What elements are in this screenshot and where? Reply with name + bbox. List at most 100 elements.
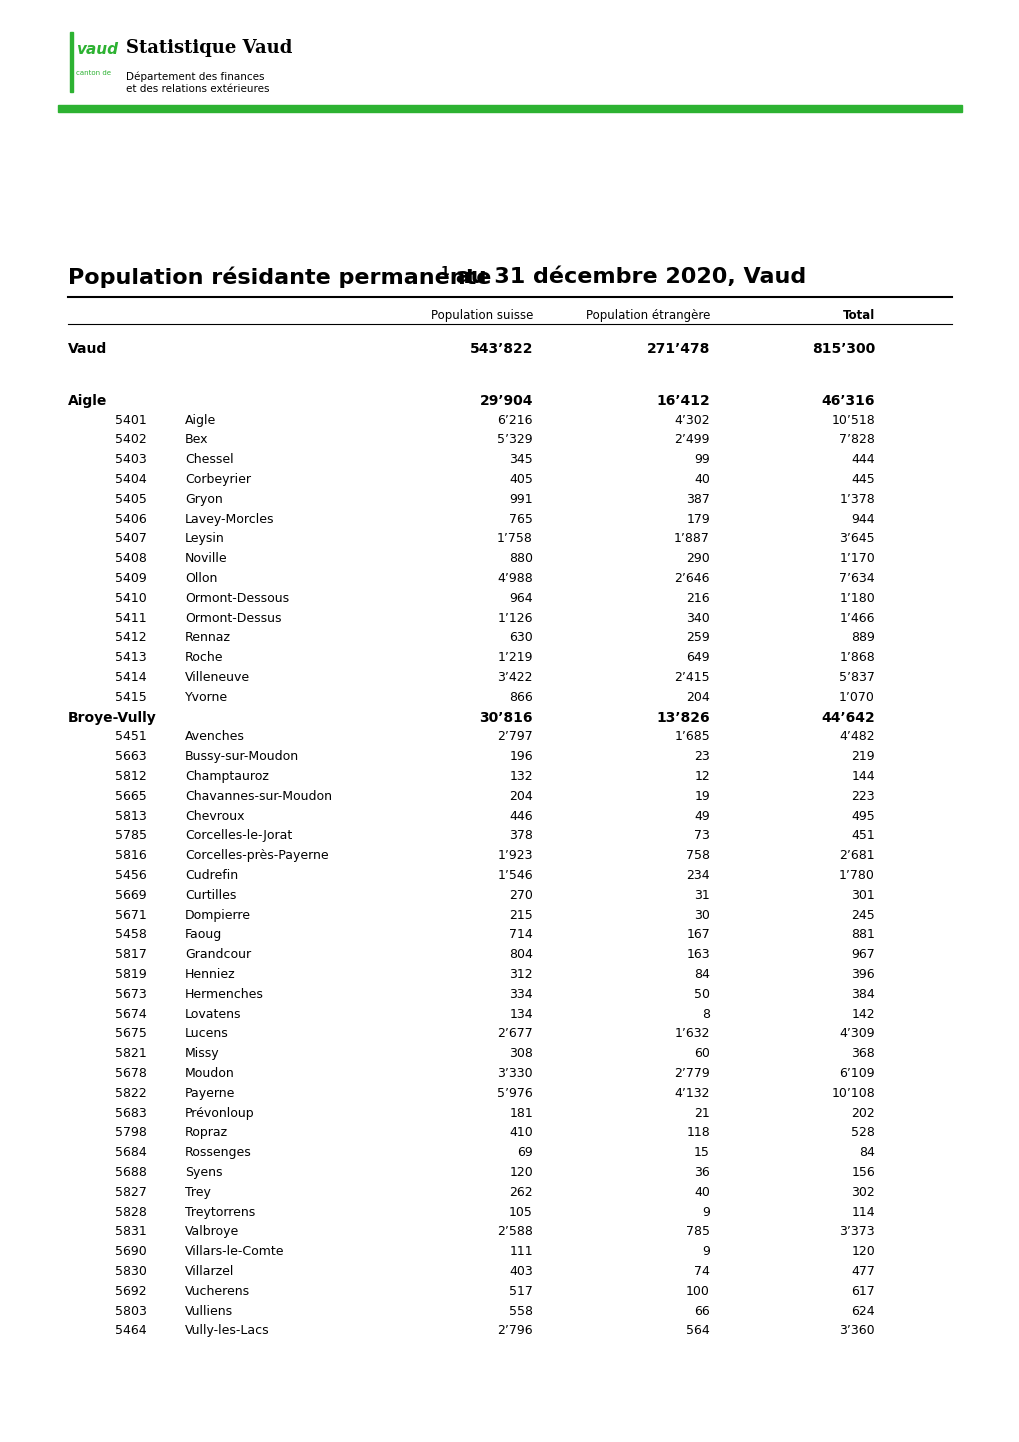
Text: Grandcour: Grandcour	[184, 949, 251, 962]
Text: 2’499: 2’499	[674, 434, 709, 447]
Bar	[58, 105, 961, 112]
Text: 785: 785	[686, 1226, 709, 1239]
Text: 84: 84	[694, 968, 709, 981]
Text: Chavannes-sur-Moudon: Chavannes-sur-Moudon	[184, 790, 331, 803]
Text: 866: 866	[508, 691, 533, 704]
Text: Faoug: Faoug	[184, 929, 222, 942]
Text: 5675: 5675	[115, 1027, 147, 1040]
Text: 1’546: 1’546	[497, 870, 533, 883]
Text: 5669: 5669	[115, 888, 147, 901]
Text: 765: 765	[508, 512, 533, 525]
Text: 66: 66	[694, 1305, 709, 1318]
Text: Corcelles-près-Payerne: Corcelles-près-Payerne	[184, 849, 328, 862]
Text: Total: Total	[842, 309, 874, 322]
Text: 714: 714	[508, 929, 533, 942]
Text: Chessel: Chessel	[184, 453, 233, 466]
Text: 40: 40	[694, 473, 709, 486]
Text: 403: 403	[508, 1265, 533, 1278]
Text: Hermenches: Hermenches	[184, 988, 264, 1001]
Text: 8: 8	[701, 1008, 709, 1021]
Text: 495: 495	[851, 809, 874, 822]
Text: 624: 624	[851, 1305, 874, 1318]
Text: 2’797: 2’797	[497, 731, 533, 744]
Text: 5415: 5415	[115, 691, 147, 704]
Text: 100: 100	[686, 1285, 709, 1298]
Text: Henniez: Henniez	[184, 968, 235, 981]
Text: 5798: 5798	[115, 1126, 147, 1139]
Text: 444: 444	[851, 453, 874, 466]
Text: 881: 881	[850, 929, 874, 942]
Text: 889: 889	[850, 632, 874, 645]
Text: 290: 290	[686, 552, 709, 565]
Text: 73: 73	[694, 829, 709, 842]
Text: Ropraz: Ropraz	[184, 1126, 228, 1139]
Text: 156: 156	[851, 1167, 874, 1180]
Text: 5412: 5412	[115, 632, 147, 645]
Text: Trey: Trey	[184, 1185, 211, 1198]
Text: 5663: 5663	[115, 750, 147, 763]
Text: Syens: Syens	[184, 1167, 222, 1180]
Text: 21: 21	[694, 1106, 709, 1119]
Text: 378: 378	[508, 829, 533, 842]
Text: 5816: 5816	[115, 849, 147, 862]
Text: 649: 649	[686, 652, 709, 665]
Text: 804: 804	[508, 949, 533, 962]
Text: 340: 340	[686, 611, 709, 624]
Text: 564: 564	[686, 1324, 709, 1337]
Text: Avenches: Avenches	[184, 731, 245, 744]
Text: Villarzel: Villarzel	[184, 1265, 234, 1278]
Text: 10’518: 10’518	[830, 414, 874, 427]
Text: 44’642: 44’642	[820, 711, 874, 724]
Text: 5673: 5673	[115, 988, 147, 1001]
Text: et des relations extérieures: et des relations extérieures	[126, 84, 269, 94]
Text: 9: 9	[701, 1246, 709, 1259]
Text: 5408: 5408	[115, 552, 147, 565]
Text: 31: 31	[694, 888, 709, 901]
Text: 69: 69	[517, 1146, 533, 1159]
Text: Gryon: Gryon	[184, 493, 222, 506]
Text: Rennaz: Rennaz	[184, 632, 230, 645]
Text: 12: 12	[694, 770, 709, 783]
Text: Population étrangère: Population étrangère	[585, 309, 709, 322]
Text: 5684: 5684	[115, 1146, 147, 1159]
Text: 99: 99	[694, 453, 709, 466]
Text: 36: 36	[694, 1167, 709, 1180]
Text: Yvorne: Yvorne	[184, 691, 228, 704]
Text: 6’109: 6’109	[839, 1067, 874, 1080]
Text: 5413: 5413	[115, 652, 147, 665]
Text: 1’126: 1’126	[497, 611, 533, 624]
Text: 2’796: 2’796	[497, 1324, 533, 1337]
Text: 1: 1	[440, 265, 449, 278]
Text: Rossenges: Rossenges	[184, 1146, 252, 1159]
Text: 302: 302	[851, 1185, 874, 1198]
Text: 384: 384	[851, 988, 874, 1001]
Text: 4’309: 4’309	[839, 1027, 874, 1040]
Text: Valbroye: Valbroye	[184, 1226, 239, 1239]
Text: 396: 396	[851, 968, 874, 981]
Text: 259: 259	[686, 632, 709, 645]
Text: Corbeyrier: Corbeyrier	[184, 473, 251, 486]
Text: 1’378: 1’378	[839, 493, 874, 506]
Text: 262: 262	[508, 1185, 533, 1198]
Text: 5821: 5821	[115, 1047, 147, 1060]
Text: 3’645: 3’645	[839, 532, 874, 545]
Text: 517: 517	[508, 1285, 533, 1298]
Text: 84: 84	[858, 1146, 874, 1159]
Text: 528: 528	[850, 1126, 874, 1139]
Text: 2’646: 2’646	[674, 572, 709, 585]
Text: 5409: 5409	[115, 572, 147, 585]
Text: Aigle: Aigle	[184, 414, 216, 427]
Text: 118: 118	[686, 1126, 709, 1139]
Text: Noville: Noville	[184, 552, 227, 565]
Text: 179: 179	[686, 512, 709, 525]
Text: 5690: 5690	[115, 1246, 147, 1259]
Text: Vulliens: Vulliens	[184, 1305, 233, 1318]
Text: 46’316: 46’316	[820, 394, 874, 408]
Text: 144: 144	[851, 770, 874, 783]
Text: 880: 880	[508, 552, 533, 565]
Text: 1’170: 1’170	[839, 552, 874, 565]
Text: 5410: 5410	[115, 591, 147, 604]
Text: 120: 120	[851, 1246, 874, 1259]
Text: 558: 558	[508, 1305, 533, 1318]
Text: 1’219: 1’219	[497, 652, 533, 665]
